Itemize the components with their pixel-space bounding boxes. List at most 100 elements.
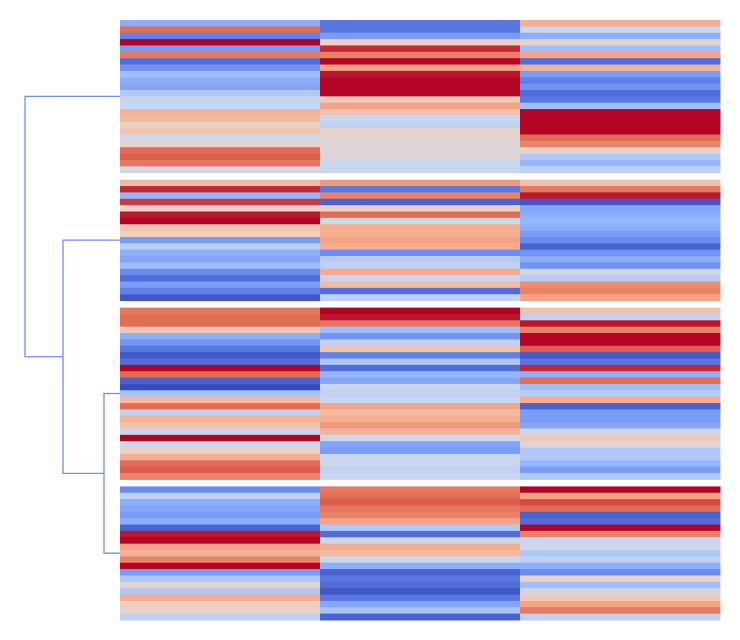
heatmap-cell	[120, 345, 321, 353]
heatmap-cell	[520, 26, 721, 34]
heatmap-cell	[520, 134, 721, 142]
heatmap-cell	[120, 403, 321, 410]
heatmap-cell	[320, 460, 521, 468]
heatmap-cell	[520, 403, 721, 410]
heatmap-cell	[520, 128, 721, 136]
heatmap-cell	[120, 511, 321, 519]
heatmap-cell	[120, 333, 321, 340]
heatmap-cell	[120, 64, 321, 72]
heatmap-cell	[320, 428, 521, 436]
heatmap-cell	[120, 339, 321, 347]
heatmap-cell	[120, 236, 321, 244]
heatmap-cell	[120, 518, 321, 526]
heatmap-cell	[320, 326, 521, 334]
heatmap-cell	[320, 115, 521, 123]
heatmap-cell	[120, 524, 321, 532]
heatmap-cell	[120, 562, 321, 570]
heatmap-cell	[120, 249, 321, 257]
heatmap-cell	[520, 109, 721, 116]
heatmap-cell	[120, 422, 321, 429]
heatmap-cell	[520, 447, 721, 455]
heatmap-cell	[120, 530, 321, 538]
heatmap-cell	[520, 562, 721, 570]
heatmap-cell	[320, 307, 521, 315]
heatmap-cell	[320, 211, 521, 219]
heatmap-cell	[520, 600, 721, 608]
heatmap-cell	[320, 607, 521, 615]
heatmap-cell	[320, 588, 521, 596]
heatmap-cell	[120, 217, 321, 225]
heatmap-cell	[520, 243, 721, 251]
heatmap-cell	[120, 39, 321, 46]
heatmap-cell	[320, 217, 521, 225]
heatmap-cell	[520, 415, 721, 423]
heatmap-cell	[120, 447, 321, 455]
heatmap-cell	[320, 473, 521, 480]
heatmap-cell	[320, 89, 521, 97]
heatmap-cell	[320, 403, 521, 410]
heatmap-cell	[120, 128, 321, 136]
heatmap-cell	[120, 415, 321, 423]
heatmap-cell	[120, 211, 321, 219]
dendrogram-link	[103, 392, 120, 554]
heatmap-cell	[120, 268, 321, 276]
heatmap-cell	[320, 499, 521, 506]
heatmap-cell	[520, 422, 721, 429]
heatmap-cell	[320, 166, 521, 174]
heatmap-cell	[120, 26, 321, 34]
heatmap-cell	[320, 134, 521, 142]
heatmap-cell	[520, 441, 721, 449]
heatmap-cell	[120, 377, 321, 385]
heatmap-cell	[320, 524, 521, 532]
heatmap-cell	[120, 153, 321, 161]
heatmap-cell	[520, 320, 721, 328]
heatmap-cell	[320, 102, 521, 110]
heatmap-cell	[120, 569, 321, 576]
heatmap-cell	[120, 166, 321, 174]
heatmap-cell	[520, 147, 721, 155]
heatmap-cell	[120, 371, 321, 379]
heatmap-cell	[320, 518, 521, 526]
heatmap-cell	[320, 396, 521, 404]
heatmap-cell	[320, 109, 521, 116]
heatmap-cell	[320, 236, 521, 244]
heatmap-cell	[120, 89, 321, 97]
heatmap-cell	[520, 166, 721, 174]
heatmap-cell	[520, 339, 721, 347]
heatmap-cell	[120, 428, 321, 436]
heatmap-cell	[120, 492, 321, 500]
heatmap-cell	[320, 147, 521, 155]
heatmap-cell	[320, 594, 521, 602]
heatmap-cell	[320, 313, 521, 321]
heatmap-cell	[520, 377, 721, 385]
heatmap-cell	[320, 537, 521, 545]
heatmap-cell	[320, 505, 521, 513]
heatmap-cell	[320, 83, 521, 91]
heatmap-cell	[120, 575, 321, 583]
heatmap-cell	[320, 447, 521, 455]
heatmap-cell	[520, 505, 721, 513]
heatmap-cell	[520, 83, 721, 91]
heatmap-cell	[120, 543, 321, 551]
heatmap-cell	[120, 499, 321, 506]
heatmap-cell	[520, 499, 721, 506]
heatmap-cell	[520, 581, 721, 589]
heatmap-cell	[120, 83, 321, 91]
heatmap-cell	[520, 364, 721, 372]
heatmap-cell	[320, 179, 521, 187]
heatmap-cell	[520, 358, 721, 366]
heatmap-cell	[520, 390, 721, 398]
heatmap-cell	[320, 32, 521, 40]
heatmap-cell	[320, 198, 521, 206]
heatmap-cell	[320, 530, 521, 538]
heatmap-cell	[520, 256, 721, 263]
heatmap-cell	[520, 275, 721, 283]
heatmap-cell	[520, 550, 721, 557]
heatmap-cell	[320, 294, 521, 302]
heatmap-cell	[320, 600, 521, 608]
heatmap-cell	[520, 205, 721, 213]
heatmap-cell	[120, 70, 321, 78]
heatmap-cell	[120, 287, 321, 295]
heatmap-cell	[320, 45, 521, 53]
heatmap-cell	[320, 281, 521, 289]
